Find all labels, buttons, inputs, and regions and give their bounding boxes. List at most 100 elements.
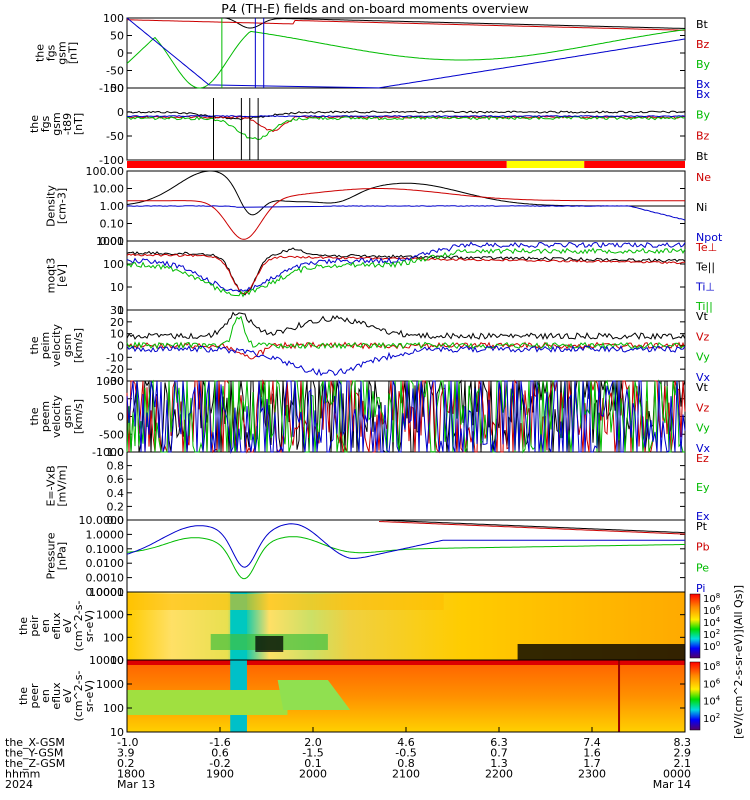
xtick-label: 2200: [485, 768, 513, 781]
ytick-label: -10: [106, 351, 124, 364]
xtick-label: 2.9: [674, 747, 692, 760]
ytick-label: 0.6: [107, 473, 125, 486]
legend-vz: Vz: [696, 401, 710, 414]
ytick-label: -500: [99, 428, 124, 441]
ytick-label: 50: [110, 30, 124, 43]
line-pi: [126, 523, 685, 568]
peer-left-patch: [127, 690, 288, 715]
legend-vt: Vt: [696, 381, 709, 394]
ytick-label: 20: [110, 316, 124, 329]
legend-ti⊥: Ti⊥: [695, 280, 715, 293]
line-bx: [126, 115, 686, 118]
panel-frame-4: [126, 240, 686, 311]
ytick-label: 0.0100: [86, 557, 125, 570]
ytick-label: 10000: [89, 586, 124, 599]
xtick-label: 8.3: [674, 736, 692, 749]
xaxis-row-label: the_Z-GSM: [5, 757, 65, 770]
colorbar-tick: 108: [703, 660, 720, 673]
line-vt: [126, 311, 686, 341]
legend-vy: Vy: [696, 351, 710, 364]
ylabel-line: gsm: [61, 405, 74, 428]
colorbar: [689, 661, 701, 731]
line-by: [126, 115, 686, 141]
xtick-label: 6.3: [490, 736, 508, 749]
colorbar-label: [eV/(cm^2-s-sr-eV)](All Qs)]: [732, 585, 745, 739]
colorbar-tick: 102: [703, 712, 720, 725]
ytick-label: 0.0010: [86, 572, 125, 585]
ytick-label: 100: [103, 631, 124, 644]
legend-te||: Te||: [695, 261, 715, 274]
xtick-label: 7.4: [583, 736, 601, 749]
ylabel-line: [nT]: [72, 113, 85, 135]
ylabel-line: gsm: [50, 112, 63, 135]
line-ti-perp: [126, 241, 686, 293]
mode-bar-segment-2: [506, 161, 585, 168]
ylabel-line: velocity: [50, 324, 63, 367]
legend-ex: Ex: [696, 510, 710, 523]
ylabel-line: sr-eV): [83, 680, 96, 712]
xtick-label: 2000: [299, 768, 327, 781]
ytick-label: 50: [110, 82, 124, 95]
line-npot: [126, 205, 686, 221]
xtick-label: 0000: [663, 768, 691, 781]
ylabel-line: moqt3: [45, 258, 58, 294]
legend-pb: Pb: [696, 541, 710, 554]
ytick-label: 0.8: [107, 460, 125, 473]
ytick-label: 0: [117, 340, 124, 353]
xtick-label: 1800: [117, 768, 145, 781]
ylabel-line: the: [34, 44, 47, 62]
legend-bx: Bx: [696, 78, 711, 91]
line-pt: [378, 519, 686, 534]
xtick-label: -1.5: [302, 747, 323, 760]
ytick-label: 1000: [96, 235, 124, 248]
ylabel-line: [km/s]: [72, 399, 85, 434]
ylabel-line: gsm: [61, 334, 74, 357]
ytick-label: 10.0000: [79, 514, 125, 527]
ylabel-line: [eV]: [56, 264, 69, 287]
ylabel-line: peir: [28, 615, 41, 637]
line-ne: [127, 188, 685, 240]
line-te-par: [126, 247, 686, 296]
ylabel-line: the: [28, 407, 41, 425]
ylabel-line: eV: [61, 618, 74, 633]
xtick-label: 1900: [206, 768, 234, 781]
ytick-label: 1000: [96, 678, 124, 691]
ytick-label: 0.0: [107, 514, 125, 527]
legend-npot: Npot: [696, 231, 723, 244]
peir-noise-block: [255, 636, 284, 652]
ytick-label: 500: [103, 393, 124, 406]
ylabel-line: peem: [39, 401, 52, 432]
ytick-label: -100: [99, 154, 124, 167]
ylabel-line: [mV/m]: [56, 465, 69, 506]
legend-ti||: Ti||: [695, 300, 713, 313]
ylabel-line: (cm^2-s-: [72, 671, 85, 722]
line-vy: [126, 315, 686, 350]
ytick-label: 10: [110, 726, 124, 739]
ylabel-line: the: [17, 687, 30, 705]
line-ni: [126, 170, 685, 216]
xtick-label: 0.2: [117, 757, 135, 770]
line-bz: [127, 19, 686, 31]
panel-frame-7: [126, 451, 686, 521]
page-title: P4 (TH-E) fields and on-board moments ov…: [221, 1, 529, 16]
colorbar-tick: 104: [703, 695, 721, 708]
legend-ne: Ne: [696, 171, 711, 184]
legend-pi: Pi: [696, 582, 705, 595]
xaxis-row-label: the_Y-GSM: [5, 747, 63, 760]
ytick-label: 1.00: [100, 200, 125, 213]
legend-te⊥: Te⊥: [695, 241, 717, 254]
legend-pe: Pe: [696, 561, 709, 574]
legend-by: By: [696, 58, 711, 71]
ylabel-line: sr-eV): [83, 610, 96, 642]
xtick-label: 1.7: [583, 757, 601, 770]
ylabel-line: the: [28, 115, 41, 133]
ytick-label: 1.0: [107, 446, 125, 459]
line-vx: [126, 379, 686, 454]
xtick-label: 1.6: [583, 747, 601, 760]
line-bt: [127, 17, 686, 29]
legend-bz: Bz: [696, 38, 710, 51]
legend-vt: Vt: [696, 310, 709, 323]
xtick-label: -0.5: [395, 747, 416, 760]
ytick-label: 10000: [89, 654, 124, 667]
